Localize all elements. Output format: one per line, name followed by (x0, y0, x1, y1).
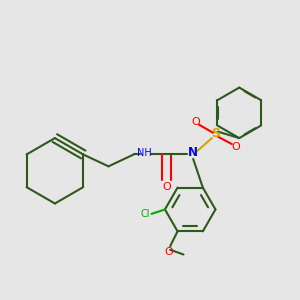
Text: N: N (188, 146, 198, 160)
Text: NH: NH (137, 148, 152, 158)
Text: O: O (191, 117, 200, 127)
Text: S: S (211, 127, 220, 140)
Text: O: O (162, 182, 171, 192)
Text: O: O (231, 142, 240, 152)
Text: Cl: Cl (141, 209, 150, 219)
Text: O: O (164, 247, 173, 256)
